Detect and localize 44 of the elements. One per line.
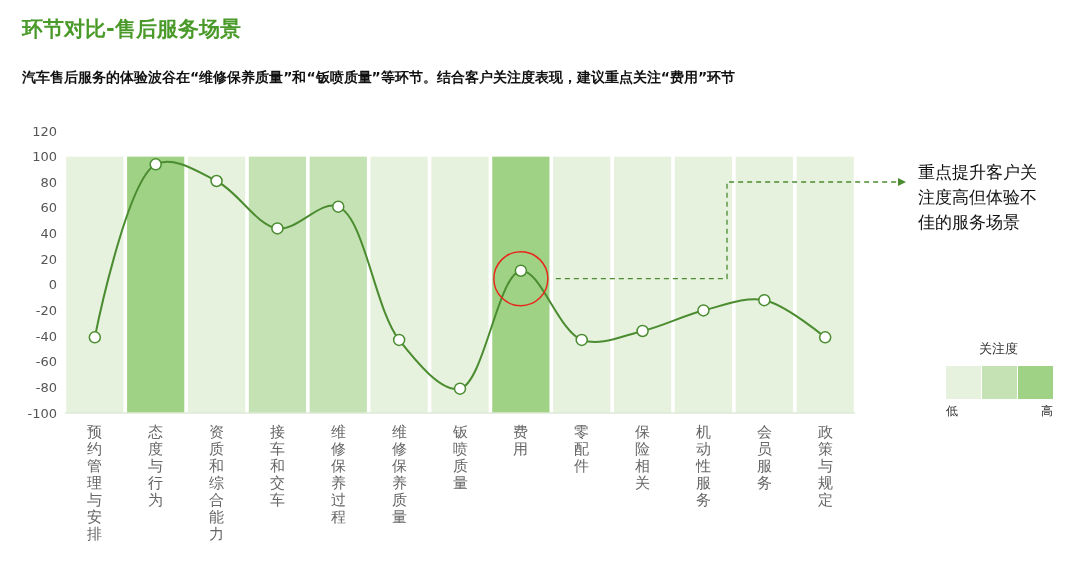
chart-subtitle: 汽车售后服务的体验波谷在“维修保养质量”和“钣喷质量”等环节。结合客户关注度表现，建议重点关注“费用”环节 (21, 69, 736, 85)
x-tick-label: 资质和综合能力 (209, 423, 225, 543)
point (149, 158, 162, 171)
point (332, 200, 345, 213)
y-tick-label: -60 (35, 354, 57, 370)
y-tick-label: -80 (35, 379, 57, 395)
x-tick-label: 预约管理与安排 (87, 423, 103, 543)
y-tick-label: 100 (32, 149, 57, 165)
point (697, 304, 710, 317)
y-tick-label: 20 (40, 251, 57, 267)
legend-title: 关注度 (978, 341, 1018, 356)
point (88, 331, 102, 344)
x-tick-label: 机动性服务 (694, 423, 711, 509)
y-tick-label: -40 (35, 328, 57, 344)
text: 高 (1041, 404, 1053, 418)
point (453, 382, 467, 395)
y-tick-label: 0 (48, 277, 57, 293)
point (210, 174, 223, 188)
x-tick-label: 零配件 (574, 423, 590, 475)
text: 低 (946, 404, 958, 418)
point (818, 331, 832, 344)
point (392, 333, 406, 347)
text: 重点提升客户关注度高但体验不佳的服务场景 (918, 162, 1037, 232)
x-tick-label: 费用 (513, 423, 529, 458)
x-tick-label: 维修保养质量 (391, 423, 407, 526)
x-tick-label: 接车和交车 (269, 423, 285, 509)
y-tick-label: 40 (40, 226, 57, 242)
x-tick-label: 维修保养过程 (330, 423, 346, 526)
point (271, 222, 284, 235)
y-tick-label: 120 (32, 123, 57, 139)
x-tick-label: 态度与行为 (147, 423, 164, 509)
y-tick-label: -100 (27, 405, 57, 421)
chart-title: 环节对比-售后服务场景 (21, 17, 241, 41)
point (636, 324, 649, 338)
x-tick-label: 钣喷质量 (451, 423, 468, 492)
y-tick-label: 80 (40, 174, 57, 190)
point (575, 333, 588, 347)
x-tick-label: 会员服务 (756, 423, 772, 492)
point (758, 293, 771, 307)
x-tick-label: 保险相关 (635, 423, 651, 492)
point (514, 264, 528, 277)
y-tick-label: 60 (40, 200, 57, 216)
x-tick-label: 政策与规定 (817, 423, 833, 509)
y-tick-label: -20 (35, 303, 57, 318)
